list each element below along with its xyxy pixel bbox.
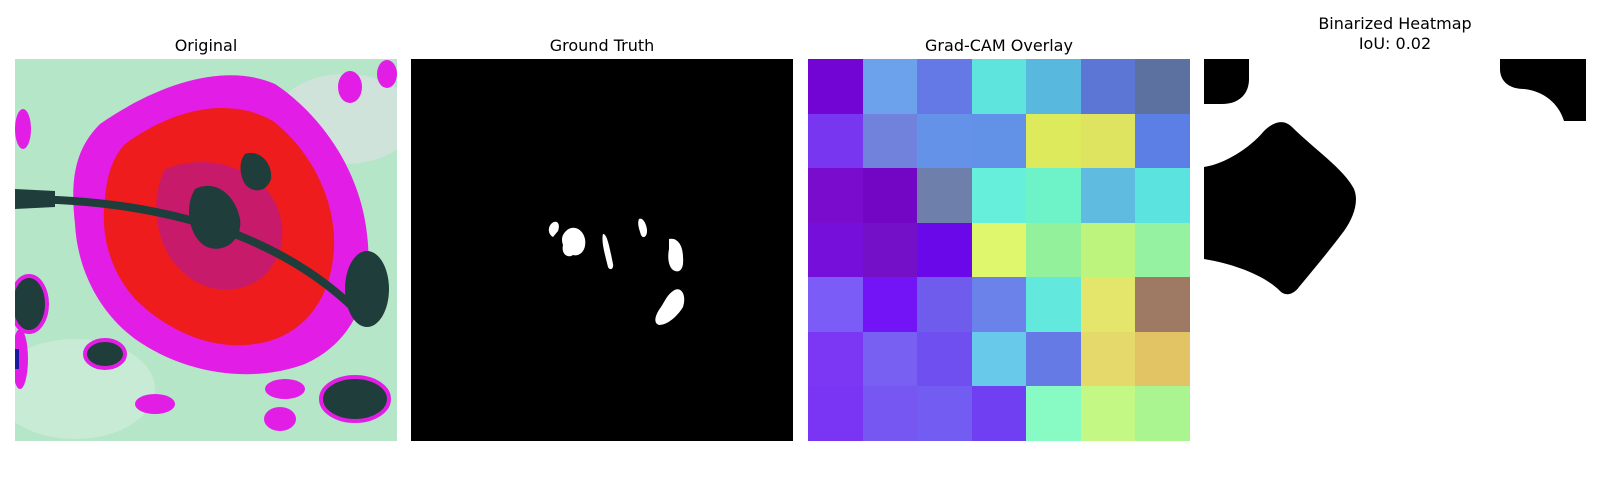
gradcam-cell bbox=[917, 223, 972, 277]
gradcam-cell bbox=[917, 59, 972, 114]
ground-truth-mask bbox=[411, 59, 793, 441]
panel-title-gradcam: Grad-CAM Overlay bbox=[925, 36, 1073, 55]
gradcam-cell bbox=[972, 114, 1026, 168]
gradcam-cell bbox=[863, 168, 917, 223]
gradcam-cell bbox=[1081, 114, 1135, 168]
gradcam-cell bbox=[1135, 386, 1190, 441]
gradcam-cell bbox=[1081, 386, 1135, 441]
gradcam-cell bbox=[917, 332, 972, 386]
gradcam-cell bbox=[972, 332, 1026, 386]
gradcam-cell bbox=[863, 114, 917, 168]
gradcam-cell bbox=[1026, 332, 1081, 386]
gradcam-cell bbox=[917, 386, 972, 441]
gradcam-cell bbox=[808, 59, 863, 114]
gradcam-cell bbox=[972, 277, 1026, 332]
gradcam-overlay-image bbox=[808, 59, 1190, 441]
gradcam-cell bbox=[972, 223, 1026, 277]
gradcam-cell bbox=[1081, 168, 1135, 223]
gradcam-cell bbox=[808, 386, 863, 441]
gradcam-cell bbox=[808, 223, 863, 277]
gradcam-cell bbox=[972, 386, 1026, 441]
gradcam-cell bbox=[1135, 59, 1190, 114]
gradcam-cell bbox=[1026, 223, 1081, 277]
gradcam-cell bbox=[1026, 168, 1081, 223]
gradcam-cell bbox=[1026, 59, 1081, 114]
gradcam-cell bbox=[1135, 114, 1190, 168]
gradcam-cell bbox=[972, 59, 1026, 114]
gradcam-cell bbox=[1135, 223, 1190, 277]
gradcam-cell bbox=[1081, 277, 1135, 332]
gradcam-cell bbox=[917, 114, 972, 168]
gradcam-cell bbox=[863, 223, 917, 277]
panel-title-original: Original bbox=[174, 36, 238, 55]
gradcam-cell bbox=[863, 277, 917, 332]
gradcam-cell bbox=[972, 168, 1026, 223]
gradcam-cell bbox=[1135, 332, 1190, 386]
gradcam-cell bbox=[1135, 168, 1190, 223]
gradcam-cell bbox=[1081, 59, 1135, 114]
gradcam-cell bbox=[1026, 114, 1081, 168]
gradcam-cell bbox=[863, 332, 917, 386]
gradcam-cell bbox=[808, 277, 863, 332]
gradcam-cell bbox=[1135, 277, 1190, 332]
gradcam-cell bbox=[917, 277, 972, 332]
panel-title-binarized: Binarized Heatmap bbox=[1318, 14, 1472, 33]
iou-label: IoU: 0.02 bbox=[1358, 34, 1432, 53]
gradcam-cell bbox=[863, 386, 917, 441]
binarized-heatmap-image bbox=[1204, 59, 1586, 441]
gradcam-cell bbox=[1026, 277, 1081, 332]
gradcam-cell bbox=[1081, 332, 1135, 386]
gradcam-cell bbox=[863, 59, 917, 114]
gradcam-cell bbox=[1081, 223, 1135, 277]
gradcam-cell bbox=[808, 332, 863, 386]
gradcam-cell bbox=[808, 114, 863, 168]
original-image bbox=[15, 59, 397, 441]
gradcam-cell bbox=[1026, 386, 1081, 441]
gradcam-cell bbox=[808, 168, 863, 223]
panel-title-ground-truth: Ground Truth bbox=[549, 36, 655, 55]
gradcam-cell bbox=[917, 168, 972, 223]
